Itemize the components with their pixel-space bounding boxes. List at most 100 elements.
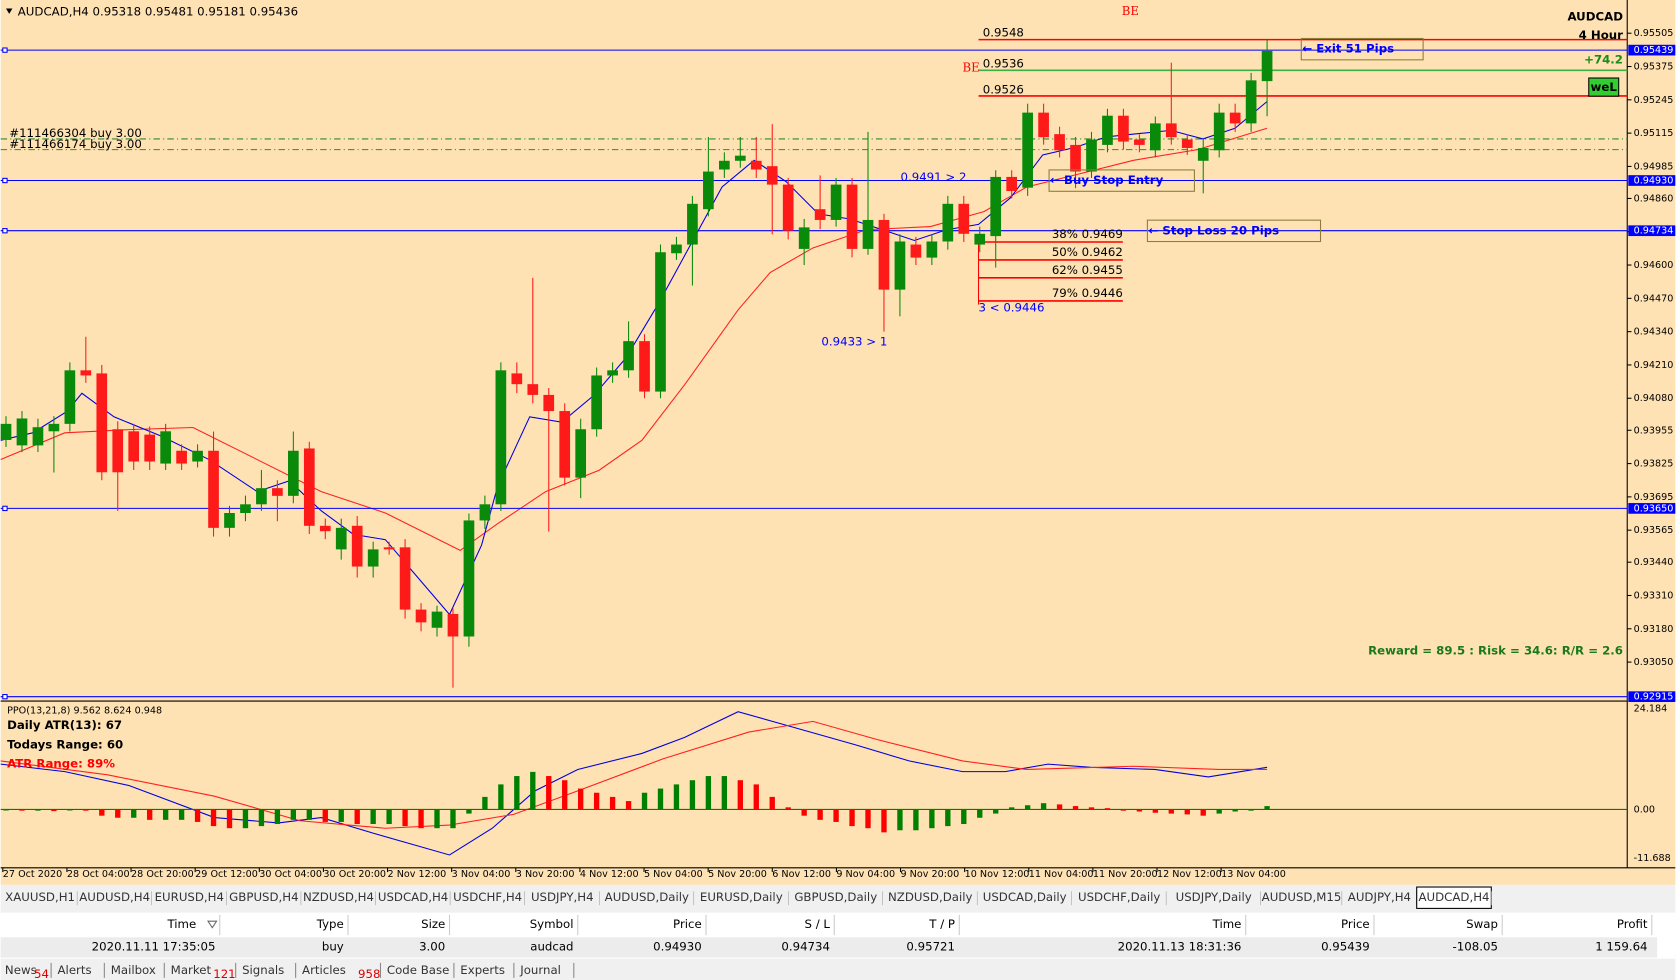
- symbol-tab-label[interactable]: NZDUSD,H4: [303, 890, 374, 904]
- candle-body: [990, 176, 1002, 237]
- symbol-tab[interactable]: [450, 889, 525, 908]
- ppo-bar: [1232, 809, 1238, 812]
- bottom-tab-label[interactable]: Market: [171, 963, 212, 977]
- symbol-tab[interactable]: [1342, 889, 1417, 908]
- candle-body: [176, 450, 187, 464]
- candle-body: [367, 549, 379, 567]
- symbol-tab-label[interactable]: GBPUSD,Daily: [794, 890, 877, 904]
- symbol-tab[interactable]: [301, 889, 376, 908]
- annotation: BE: [963, 60, 980, 74]
- ppo-bar: [769, 796, 775, 810]
- x-tick-label: 10 Nov 12:00: [965, 869, 1030, 880]
- bottom-tab-label[interactable]: Mailbox: [111, 963, 156, 977]
- symbol-tab[interactable]: [1071, 889, 1167, 908]
- symbol-tab-label[interactable]: USDCHF,H4: [453, 890, 522, 904]
- symbol-tab-label[interactable]: AUDJPY,H4: [1348, 890, 1411, 904]
- candle-body: [878, 219, 890, 290]
- symbol-tab-label[interactable]: AUDUSD,H4: [79, 890, 150, 904]
- symbol-tab-label[interactable]: AUDCAD,H4: [1418, 890, 1489, 904]
- bottom-tab-label[interactable]: News: [5, 963, 37, 977]
- ppo-bar: [641, 792, 648, 810]
- y-tick-label: 0.94340: [1634, 327, 1674, 338]
- symbol-tab[interactable]: [599, 889, 695, 908]
- candle-body: [399, 547, 411, 610]
- symbol-tab-label[interactable]: AUDUSD,Daily: [605, 890, 689, 904]
- ppo-bar: [881, 809, 887, 833]
- y-tick-label: 0.94860: [1634, 193, 1674, 204]
- price-tag: [1628, 225, 1676, 237]
- wel-button-label[interactable]: weL: [1591, 80, 1618, 94]
- ppo-tick-label: 24.184: [1634, 704, 1668, 715]
- table-header[interactable]: Price: [673, 917, 702, 931]
- symbol-tab[interactable]: [152, 889, 227, 908]
- table-header[interactable]: Profit: [1617, 917, 1648, 931]
- candle-body: [511, 373, 523, 385]
- symbol-tab-label[interactable]: USDCHF,Daily: [1078, 890, 1160, 904]
- symbol-tab-label[interactable]: GBPUSD,H4: [229, 890, 298, 904]
- candle-body: [256, 488, 267, 505]
- table-header[interactable]: Size: [421, 917, 445, 931]
- table-header[interactable]: Price: [1341, 917, 1370, 931]
- symbol-tab-label[interactable]: AUDUSD,M15: [1262, 890, 1342, 904]
- y-tick-label: 0.94210: [1634, 360, 1674, 371]
- symbol-tab-label[interactable]: USDCAD,Daily: [983, 890, 1067, 904]
- x-tick-label: 29 Oct 12:00: [195, 869, 258, 880]
- sort-icon[interactable]: [207, 920, 218, 929]
- candle-body: [288, 450, 299, 496]
- table-header[interactable]: Type: [316, 917, 344, 931]
- table-header[interactable]: Time: [1212, 917, 1242, 931]
- annotation: 0.9548: [983, 26, 1024, 40]
- candle-body: [16, 418, 28, 446]
- table-header[interactable]: Symbol: [530, 917, 574, 931]
- candle-body: [303, 448, 315, 526]
- candle-body: [766, 166, 778, 185]
- symbol-tab[interactable]: [882, 889, 978, 908]
- annotation: BE: [1122, 4, 1139, 18]
- ppo-bar: [258, 809, 265, 827]
- symbol-tab[interactable]: [77, 889, 152, 908]
- symbol-tab-label[interactable]: USDJPY,H4: [531, 890, 594, 904]
- symbol-tab-label[interactable]: EURUSD,H4: [155, 890, 224, 904]
- candle-body: [96, 373, 108, 473]
- symbol-tab[interactable]: [226, 889, 302, 908]
- trade-row[interactable]: [0, 937, 1658, 958]
- menu-triangle[interactable]: [6, 8, 13, 14]
- atr-note: ATR Range: 89%: [7, 757, 115, 771]
- wel-button[interactable]: [1588, 77, 1620, 97]
- bottom-tab-label[interactable]: Code Base: [387, 963, 449, 977]
- candle-body: [224, 513, 235, 528]
- candle-body: [0, 423, 12, 440]
- symbol-tab-label[interactable]: NZDUSD,Daily: [888, 890, 973, 904]
- bottom-tab-label[interactable]: Alerts: [58, 963, 92, 977]
- bottom-tab-label[interactable]: Journal: [519, 963, 561, 977]
- candle-body: [958, 203, 970, 234]
- table-header[interactable]: S / L: [805, 917, 831, 931]
- price-line-anchor: [2, 228, 8, 234]
- table-cell: 2020.11.13 18:31:36: [1118, 939, 1242, 953]
- x-tick-label: 2 Nov 12:00: [388, 869, 447, 880]
- symbol-tab-label[interactable]: XAUUSD,H1: [5, 890, 75, 904]
- bottom-tab-label[interactable]: Experts: [460, 963, 505, 977]
- table-header[interactable]: Time: [166, 917, 196, 931]
- bottom-tab-label[interactable]: Articles: [302, 963, 346, 977]
- candle-body: [942, 203, 954, 242]
- symbol-tab-label[interactable]: USDJPY,Daily: [1176, 890, 1252, 904]
- symbol-tab-label[interactable]: USDCAD,H4: [378, 890, 448, 904]
- x-tick-label: 5 Nov 20:00: [708, 869, 767, 880]
- ppo-bar: [450, 809, 456, 829]
- symbol-tab[interactable]: [524, 889, 600, 908]
- table-header[interactable]: Swap: [1466, 917, 1498, 931]
- bottom-tab-label[interactable]: Signals: [242, 963, 284, 977]
- symbol-tab[interactable]: [694, 889, 789, 908]
- symbol-tab[interactable]: [1260, 889, 1343, 908]
- ppo-bar: [1088, 807, 1095, 810]
- symbol-tab[interactable]: [375, 889, 451, 908]
- symbol-tab[interactable]: [1166, 889, 1261, 908]
- table-header[interactable]: T / P: [928, 917, 955, 931]
- symbol-tab[interactable]: [2, 889, 78, 908]
- symbol-tab[interactable]: [977, 889, 1072, 908]
- symbol-tab-label[interactable]: EURUSD,Daily: [700, 890, 783, 904]
- annotation: 0.9491 > 2: [901, 170, 967, 184]
- ppo-bar: [609, 796, 616, 810]
- symbol-tab[interactable]: [788, 889, 883, 908]
